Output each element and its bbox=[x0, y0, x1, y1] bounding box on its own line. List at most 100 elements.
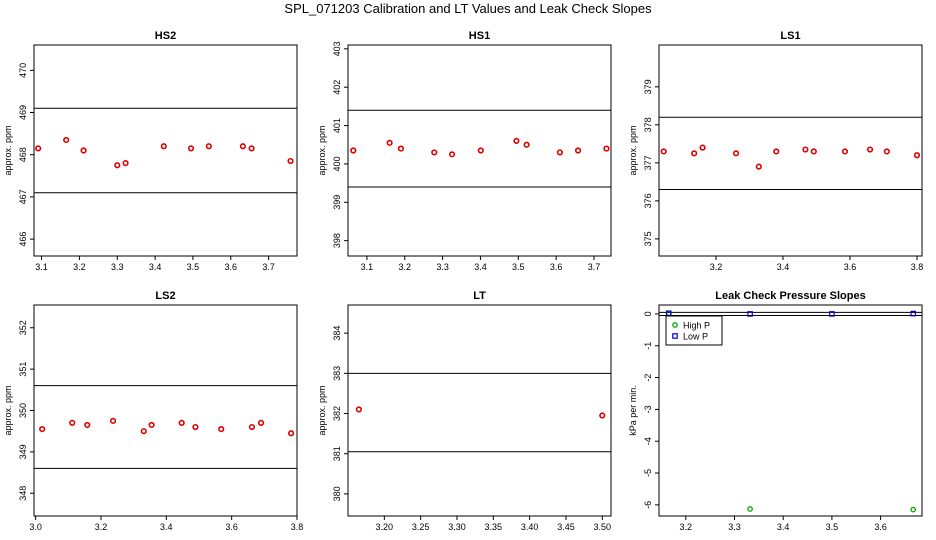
high-p-point bbox=[747, 506, 753, 512]
panel-5: LT approx. ppm 3.20 3.25 3.30 3.35 3.40 3.45 3.5… bbox=[317, 290, 612, 532]
y-tick-label: 351 bbox=[18, 362, 28, 377]
y-tick-label: 376 bbox=[643, 193, 653, 208]
data-point bbox=[574, 147, 582, 154]
y-tick-label: 350 bbox=[18, 403, 28, 418]
data-point bbox=[63, 136, 70, 144]
data-point bbox=[69, 419, 76, 427]
plot-frame bbox=[658, 44, 923, 257]
y-tick-label: 378 bbox=[643, 117, 653, 132]
x-tick-label: 3.5 bbox=[187, 262, 200, 272]
data-point bbox=[913, 152, 921, 159]
x-tick-label: 3.50 bbox=[594, 522, 612, 532]
y-tick-label: -6 bbox=[643, 501, 653, 509]
x-tick-label: 3.5 bbox=[512, 262, 525, 272]
legend-high-p-symbol bbox=[672, 322, 678, 328]
data-point bbox=[773, 148, 780, 155]
panel-1: HS2 approx. ppm 3.1 3.2 3.3 3.4 3.5 3.6 3.7 466 46… bbox=[3, 30, 298, 272]
data-point bbox=[841, 148, 849, 155]
y-axis-label: approx. ppm bbox=[628, 125, 638, 175]
y-axis-label: approx. ppm bbox=[317, 385, 327, 435]
y-tick-label: 352 bbox=[18, 320, 28, 335]
data-point bbox=[39, 426, 46, 433]
data-point bbox=[218, 426, 225, 433]
x-tick-label: 3.2 bbox=[95, 522, 108, 532]
x-tick-label: 3.6 bbox=[225, 522, 238, 532]
data-point bbox=[513, 137, 520, 145]
y-tick-label: 349 bbox=[18, 444, 28, 459]
y-tick-label: -5 bbox=[643, 469, 653, 477]
x-tick-label: 3.45 bbox=[557, 522, 575, 532]
data-point bbox=[84, 421, 91, 429]
x-tick-label: 3.7 bbox=[262, 262, 275, 272]
data-point bbox=[187, 145, 195, 152]
data-point bbox=[599, 412, 606, 419]
y-tick-label: 0 bbox=[643, 311, 653, 316]
plot-frame bbox=[347, 304, 612, 517]
legend-box bbox=[665, 315, 723, 346]
plot-frame bbox=[33, 304, 298, 517]
data-point bbox=[140, 428, 147, 435]
x-tick-label: 3.4 bbox=[777, 522, 790, 532]
figure-title: SPL_071203 Calibration and LT Values and… bbox=[284, 1, 652, 16]
x-tick-label: 3.25 bbox=[412, 522, 430, 532]
x-tick-label: 3.6 bbox=[844, 262, 857, 272]
legend-low-p-symbol bbox=[672, 333, 678, 339]
data-point bbox=[178, 419, 185, 427]
data-point bbox=[866, 146, 874, 153]
y-tick-label: 348 bbox=[18, 486, 28, 501]
data-point bbox=[350, 147, 357, 154]
y-tick-label: -2 bbox=[643, 374, 653, 382]
data-point bbox=[257, 419, 265, 427]
data-point bbox=[448, 151, 456, 158]
x-tick-label: 3.2 bbox=[73, 262, 86, 272]
y-tick-label: 468 bbox=[18, 147, 28, 162]
panel-title: LS2 bbox=[155, 290, 175, 302]
y-tick-label: 380 bbox=[332, 486, 342, 501]
y-tick-label: 398 bbox=[332, 233, 342, 248]
data-point bbox=[287, 157, 294, 165]
x-tick-label: 3.4 bbox=[474, 262, 487, 272]
y-axis-label: approx. ppm bbox=[317, 125, 327, 175]
data-point bbox=[397, 145, 405, 152]
plot-frame bbox=[347, 44, 612, 257]
y-tick-label: 403 bbox=[332, 41, 342, 56]
low-p-point bbox=[910, 310, 917, 317]
x-tick-label: 3.4 bbox=[777, 262, 790, 272]
panel-title: Leak Check Pressure Slopes bbox=[715, 290, 865, 302]
data-point bbox=[80, 147, 87, 154]
data-point bbox=[699, 144, 706, 151]
y-tick-label: 375 bbox=[643, 231, 653, 246]
data-point bbox=[205, 143, 212, 150]
data-point bbox=[114, 162, 121, 169]
data-point bbox=[732, 150, 740, 157]
x-tick-label: 3.4 bbox=[149, 262, 162, 272]
y-axis-label: kPa per min. bbox=[628, 385, 638, 436]
y-tick-label: 470 bbox=[18, 63, 28, 78]
data-point bbox=[122, 160, 129, 167]
panel-3: LS1 approx. ppm 3.2 3.4 3.6 3.8 375 376 377 378 37… bbox=[628, 30, 923, 272]
x-tick-label: 3.4 bbox=[160, 522, 173, 532]
data-point bbox=[883, 148, 890, 155]
legend-label: Low P bbox=[683, 332, 708, 342]
x-tick-label: 3.35 bbox=[485, 522, 503, 532]
low-p-point bbox=[747, 311, 753, 317]
x-tick-label: 3.40 bbox=[521, 522, 539, 532]
y-tick-label: 402 bbox=[332, 80, 342, 95]
y-tick-label: 384 bbox=[332, 326, 342, 341]
data-point bbox=[755, 163, 762, 170]
high-p-point bbox=[665, 310, 672, 317]
x-tick-label: 3.1 bbox=[35, 262, 48, 272]
data-point bbox=[523, 141, 530, 148]
x-tick-label: 3.2 bbox=[399, 262, 412, 272]
data-point bbox=[691, 150, 698, 157]
y-tick-label: 382 bbox=[332, 406, 342, 421]
y-tick-label: 383 bbox=[332, 366, 342, 381]
x-tick-label: 3.8 bbox=[911, 262, 924, 272]
x-tick-label: 3.8 bbox=[291, 522, 304, 532]
x-tick-label: 3.20 bbox=[376, 522, 394, 532]
x-tick-label: 3.2 bbox=[680, 522, 693, 532]
data-point bbox=[556, 149, 564, 156]
panel-title: HS1 bbox=[469, 30, 490, 42]
low-p-point bbox=[829, 311, 835, 317]
